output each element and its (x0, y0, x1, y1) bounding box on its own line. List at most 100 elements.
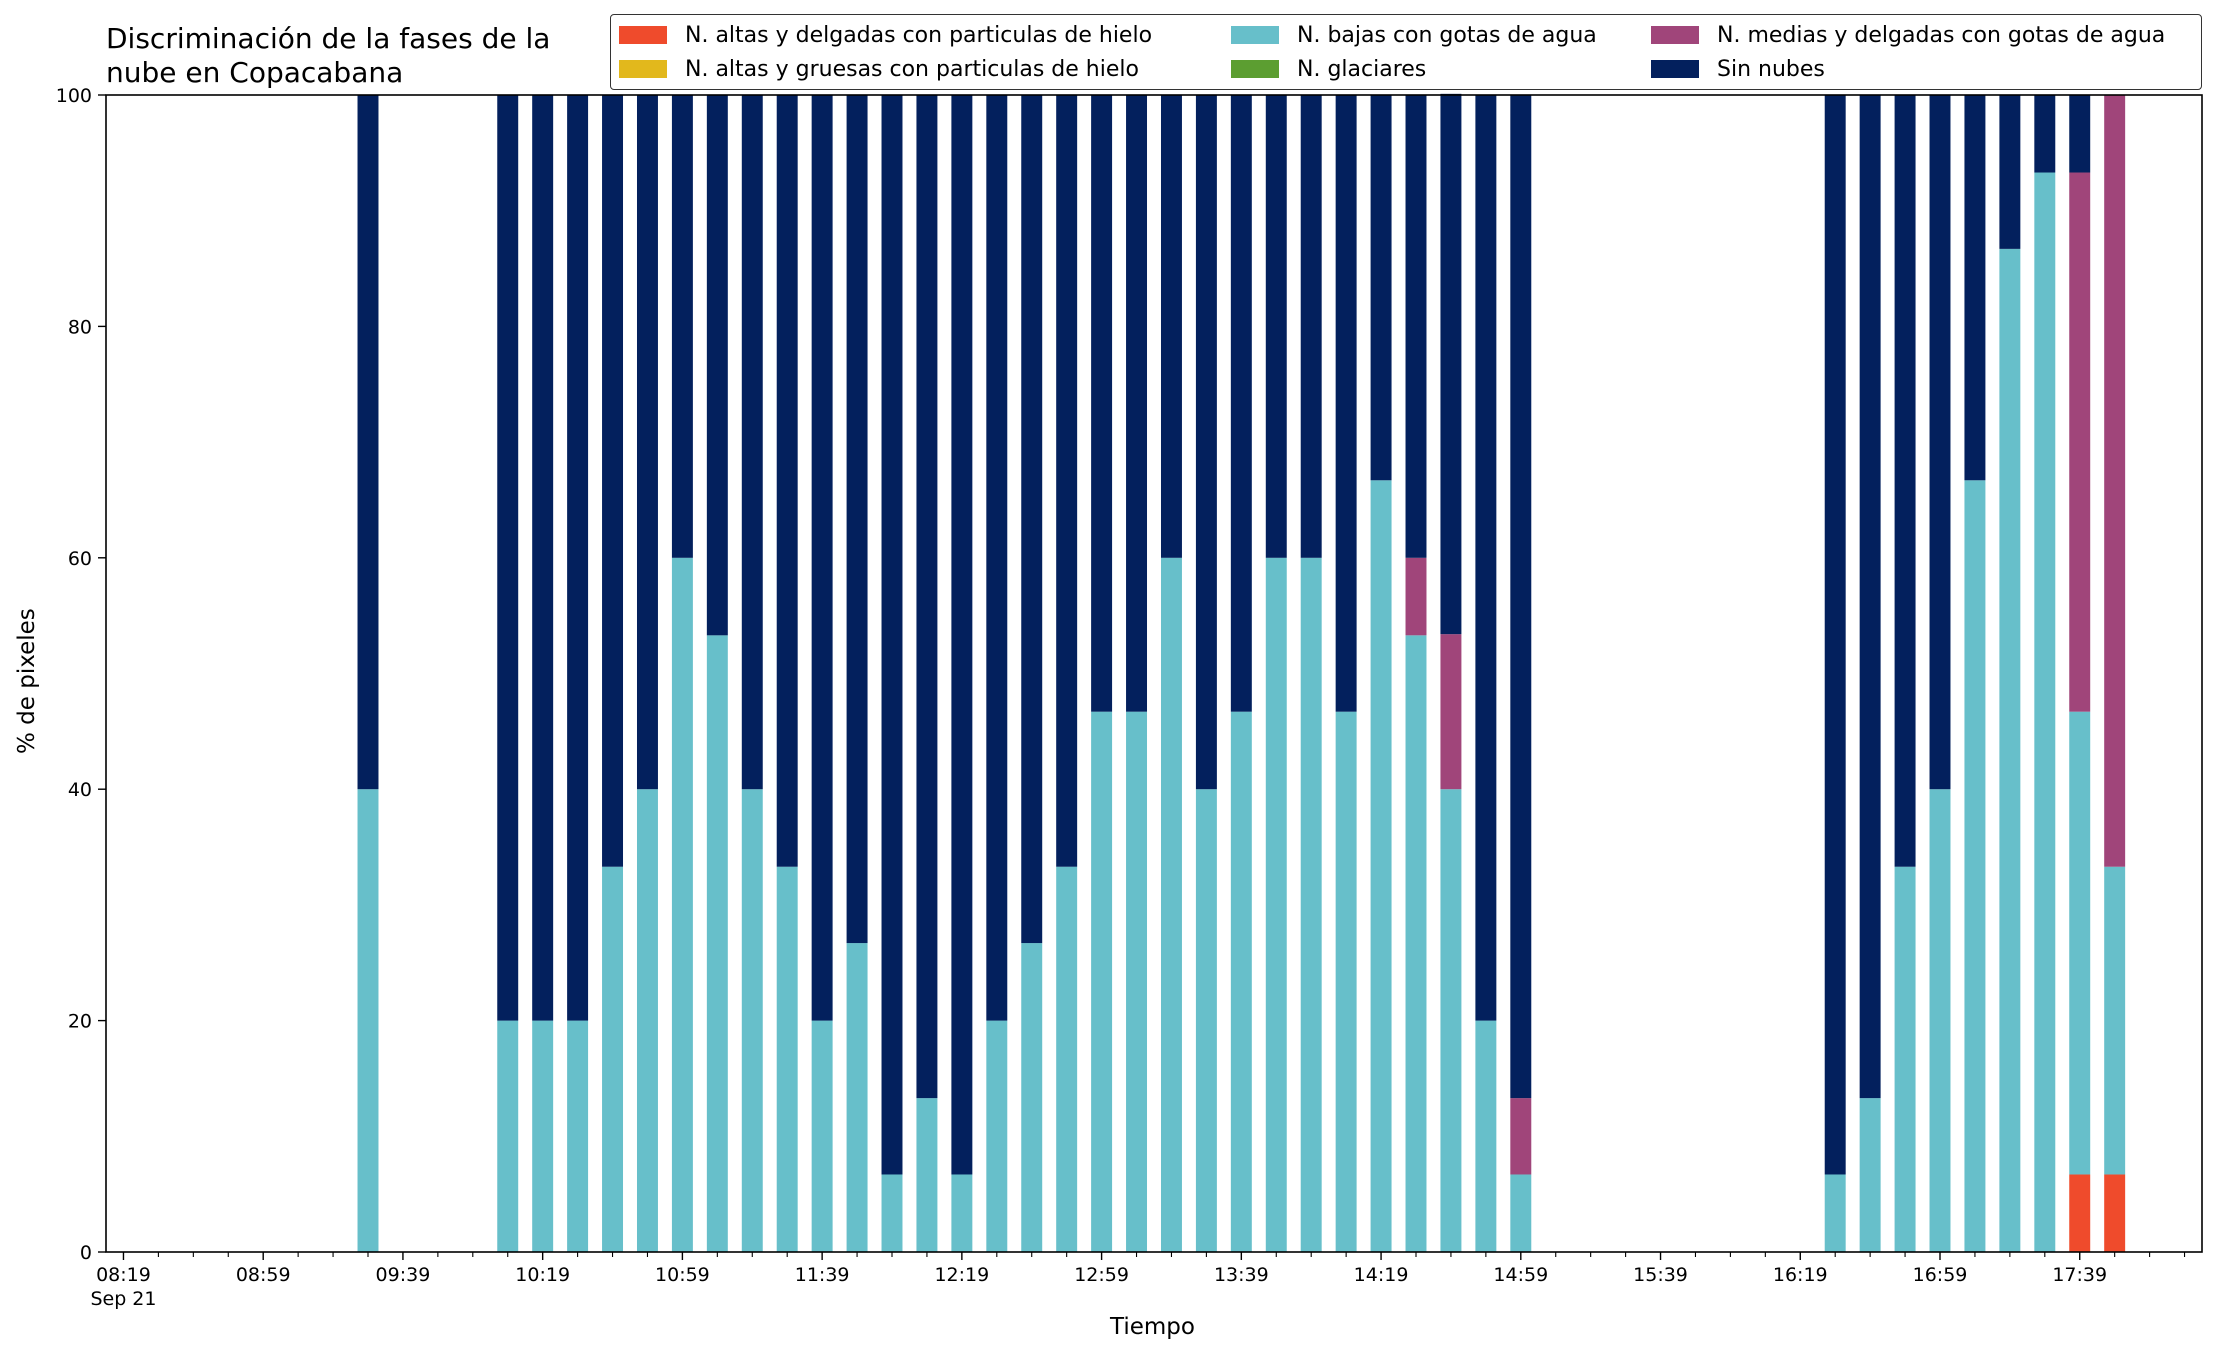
legend-swatch (619, 26, 667, 44)
bar-segment-1049-series-2 (636, 789, 658, 1252)
legend-label: Sin nubes (1717, 56, 1825, 82)
bar-segment-1309-series-2 (1126, 711, 1148, 1252)
bar-segment-1129-series-5 (776, 95, 798, 867)
bar-segment-0929-series-5 (357, 95, 379, 790)
bar-segment-1709-series-5 (1964, 95, 1986, 481)
bar-segment-1009-series-2 (497, 1020, 519, 1252)
bar-segment-1459-series-2 (1510, 1174, 1532, 1252)
y-tick-label: 40 (68, 779, 92, 801)
bar-segment-1429-series-5 (1405, 95, 1427, 558)
bar-segment-1119-series-5 (741, 95, 763, 790)
bar-segment-1129-series-2 (776, 866, 798, 1252)
bar-segment-1319-series-2 (1160, 557, 1182, 1252)
bar-segment-1319-series-5 (1160, 95, 1182, 558)
bar-segment-1749-series-4 (2104, 95, 2126, 867)
legend-swatch (1651, 26, 1699, 44)
bar-segment-1359-series-2 (1300, 557, 1322, 1252)
bar-segment-1139-series-2 (811, 1020, 833, 1252)
bar-segment-1659-series-5 (1929, 95, 1951, 790)
bar-segment-1019-series-2 (532, 1020, 554, 1252)
bar-segment-1249-series-2 (1056, 866, 1078, 1252)
bar-layer (357, 93, 2126, 1252)
bar-segment-1349-series-5 (1265, 95, 1287, 558)
legend-item: N. glaciares (1231, 52, 1426, 86)
bar-segment-1339-series-2 (1230, 711, 1252, 1252)
bar-segment-1629-series-5 (1824, 95, 1846, 1175)
chart-title-line-2: nube en Copacabana (106, 56, 404, 89)
chart-title: Discriminación de la fases de la nube en… (106, 22, 550, 90)
bar-segment-1209-series-2 (916, 1098, 938, 1252)
bar-segment-1229-series-2 (986, 1020, 1008, 1252)
bar-segment-1039-series-2 (602, 866, 624, 1252)
x-axis-label: Tiempo (1110, 1314, 1195, 1340)
legend-swatch (1651, 60, 1699, 78)
bar-segment-1159-series-2 (881, 1174, 903, 1252)
bar-segment-1729-series-5 (2034, 95, 2056, 173)
y-tick-label: 20 (68, 1011, 92, 1033)
legend-item: N. altas y delgadas con particulas de hi… (619, 18, 1152, 52)
x-tick-label: 10:59 (655, 1264, 710, 1286)
bar-segment-1719-series-2 (1999, 248, 2021, 1252)
y-tick-label: 100 (56, 85, 92, 107)
legend-label: N. medias y delgadas con gotas de agua (1717, 22, 2166, 48)
bar-segment-1649-series-2 (1894, 866, 1916, 1252)
legend-item: N. bajas con gotas de agua (1231, 18, 1597, 52)
x-tick-label: 17:39 (2052, 1264, 2107, 1286)
bar-segment-1719-series-5 (1999, 95, 2021, 249)
bar-segment-1419-series-5 (1370, 95, 1392, 481)
bar-segment-1039-series-5 (602, 95, 624, 867)
bar-segment-1259-series-2 (1091, 711, 1113, 1252)
bar-segment-1739-series-0 (2069, 1174, 2091, 1252)
y-axis-label: % de pixeles (14, 608, 40, 754)
legend-item: Sin nubes (1651, 52, 1825, 86)
bar-segment-1239-series-5 (1021, 95, 1043, 944)
legend-label: N. altas y delgadas con particulas de hi… (685, 22, 1153, 48)
bar-segment-1749-series-2 (2104, 866, 2126, 1175)
bar-segment-1249-series-5 (1056, 95, 1078, 867)
bar-segment-1029-series-5 (567, 95, 589, 1021)
legend-label: N. altas y gruesas con particulas de hie… (685, 56, 1139, 82)
x-tick-label: 16:19 (1773, 1264, 1828, 1286)
bar-segment-1359-series-5 (1300, 95, 1322, 558)
bar-segment-1329-series-2 (1195, 789, 1217, 1252)
y-tick-label: 80 (68, 316, 92, 338)
bar-segment-1159-series-5 (881, 95, 903, 1175)
y-tick-label: 0 (80, 1242, 92, 1264)
bar-segment-1709-series-2 (1964, 480, 1986, 1252)
plot-frame (105, 94, 2203, 1253)
bar-segment-1749-series-0 (2104, 1174, 2126, 1252)
x-tick-label: 10:19 (515, 1264, 570, 1286)
bar-segment-1309-series-5 (1126, 95, 1148, 712)
bar-segment-1329-series-5 (1195, 95, 1217, 790)
bar-segment-1449-series-2 (1475, 1020, 1497, 1252)
bar-segment-1339-series-5 (1230, 95, 1252, 712)
chart-title-line-1: Discriminación de la fases de la (106, 22, 551, 55)
x-tick-label: 15:39 (1633, 1264, 1688, 1286)
bar-segment-1029-series-2 (567, 1020, 589, 1252)
bar-segment-1259-series-5 (1091, 95, 1113, 712)
bar-segment-0929-series-2 (357, 789, 379, 1252)
bar-segment-1429-series-4 (1405, 557, 1427, 636)
bar-segment-1109-series-2 (706, 635, 728, 1252)
bar-segment-1119-series-2 (741, 789, 763, 1252)
bar-segment-1739-series-4 (2069, 172, 2091, 712)
x-tick-label: 08:19 (96, 1264, 151, 1286)
bar-segment-1439-series-2 (1440, 789, 1462, 1252)
bar-segment-1349-series-2 (1265, 557, 1287, 1252)
bar-segment-1439-series-5 (1440, 93, 1462, 635)
x-tick-label: 14:19 (1354, 1264, 1409, 1286)
bar-segment-1229-series-5 (986, 95, 1008, 1021)
chart-legend: N. altas y delgadas con particulas de hi… (610, 14, 2202, 90)
x-tick-label: 11:39 (795, 1264, 850, 1286)
x-tick-label: 09:39 (376, 1264, 431, 1286)
bar-segment-1639-series-5 (1859, 95, 1881, 1099)
bar-segment-1459-series-5 (1510, 95, 1532, 1099)
bar-segment-1439-series-4 (1440, 634, 1462, 790)
bar-segment-1009-series-5 (497, 95, 519, 1021)
bar-segment-1049-series-5 (636, 95, 658, 790)
x-tick-date-label: Sep 21 (90, 1288, 156, 1310)
bar-segment-1109-series-5 (706, 95, 728, 636)
bar-segment-1149-series-5 (846, 95, 868, 944)
bar-segment-1409-series-5 (1335, 95, 1357, 712)
